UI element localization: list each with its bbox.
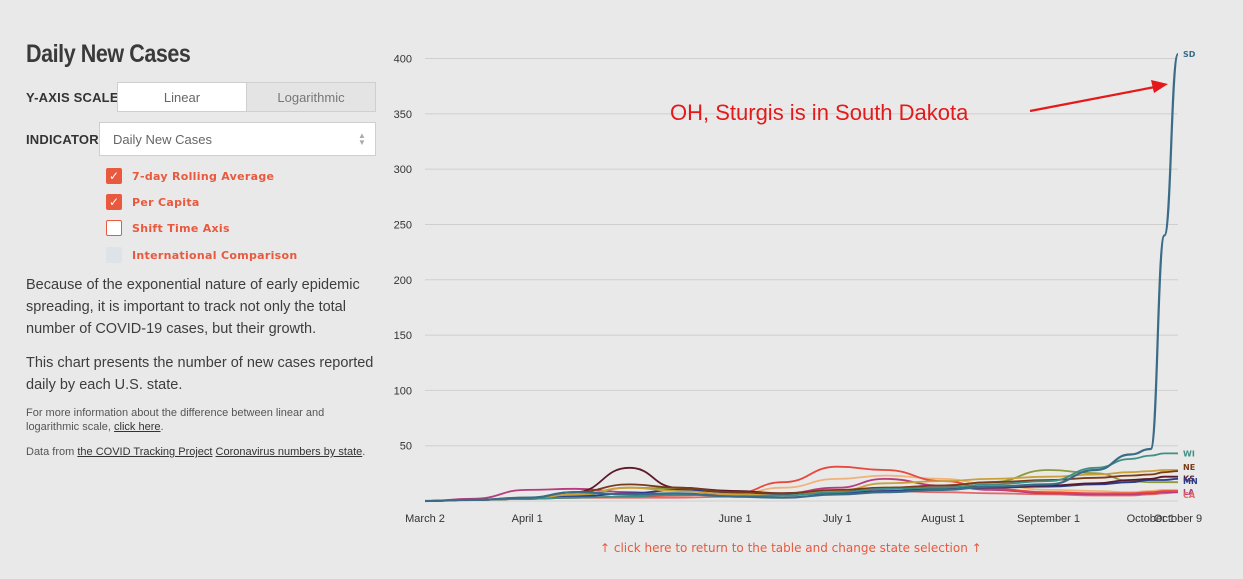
y-tick-label: 400 [394, 54, 412, 66]
series-line-nd [424, 469, 1178, 502]
series-end-label-wi: WI [1183, 449, 1195, 458]
covid-tracking-link[interactable]: the COVID Tracking Project [77, 446, 213, 458]
checkbox-disabled-icon [106, 247, 122, 263]
y-tick-label: 200 [394, 275, 412, 287]
x-tick-label: September 1 [1017, 513, 1080, 525]
international-comparison-checkbox-row: International Comparison [106, 246, 297, 264]
description-paragraph-1: Because of the exponential nature of ear… [26, 277, 360, 337]
series-end-label-la: LA [1183, 488, 1195, 497]
y-tick-label: 250 [394, 219, 412, 231]
return-to-table-link[interactable]: ↑ click here to return to the table and … [600, 541, 982, 555]
checkbox-unchecked-icon[interactable] [106, 220, 122, 236]
x-tick-label: October 1 [1127, 513, 1175, 525]
shift-time-axis-checkbox-row[interactable]: Shift Time Axis [106, 219, 230, 237]
annotation-arrow-line [1029, 85, 1156, 113]
shift-time-axis-label: Shift Time Axis [132, 221, 230, 235]
checkbox-checked-icon[interactable]: ✓ [106, 194, 122, 210]
y-tick-label: 100 [394, 385, 412, 397]
x-tick-label: April 1 [512, 513, 543, 525]
x-tick-label: March 2 [405, 513, 445, 525]
series-end-label-ks: KS [1183, 475, 1195, 484]
chart-container: 50 100 150 200 250 300 350 400 March 2 April 1 May… [385, 0, 1243, 579]
y-tick-label: 350 [394, 109, 412, 121]
data-source-prefix: Data from [26, 446, 75, 458]
international-comparison-label: International Comparison [132, 248, 298, 262]
scale-info-link[interactable]: click here [114, 421, 161, 433]
series-end-label-ca: CA [1183, 491, 1196, 500]
line-chart: 50 100 150 200 250 300 350 400 March 2 April 1 May… [394, 50, 1203, 525]
per-capita-checkbox-row[interactable]: ✓ Per Capita [106, 193, 200, 211]
series-line-la [424, 477, 1178, 502]
indicator-label: INDICATOR [26, 132, 99, 147]
rolling-average-checkbox-row[interactable]: ✓ 7-day Rolling Average [106, 167, 274, 185]
select-arrows-icon: ▲ ▼ [358, 131, 366, 147]
description-paragraph-2: This chart presents the number of new ca… [26, 355, 374, 393]
x-tick-label: May 1 [614, 513, 644, 525]
scale-info-note: For more information about the differenc… [26, 407, 325, 433]
series-end-label-sd: SD [1183, 50, 1196, 59]
scale-info-text: For more information about the differenc… [26, 407, 325, 433]
indicator-select[interactable]: Daily New Cases ▲ ▼ [99, 122, 376, 156]
series-end-label-ne: NE [1183, 463, 1195, 472]
data-source-note: Data from the COVID Tracking Project Cor… [26, 446, 366, 458]
annotation-arrowhead-icon [1151, 80, 1168, 93]
series-line-wi [424, 452, 1178, 502]
y-tick-label: 300 [394, 164, 412, 176]
annotation-text: OH, Sturgis is in South Dakota [670, 100, 969, 125]
rolling-average-label: 7-day Rolling Average [132, 169, 275, 183]
logarithmic-scale-button[interactable]: Logarithmic [247, 83, 375, 111]
checkbox-checked-icon[interactable]: ✓ [106, 168, 122, 184]
y-axis-scale-label: Y-AXIS SCALE [26, 90, 119, 105]
x-tick-label: August 1 [921, 513, 964, 525]
indicator-select-value: Daily New Cases [113, 131, 212, 147]
series-end-label-mn: MN [1183, 477, 1198, 486]
x-tick-label: October 9 [1154, 513, 1202, 525]
y-axis-scale-toggle: Linear Logarithmic [117, 82, 376, 112]
per-capita-label: Per Capita [132, 195, 200, 209]
series-line-mn [424, 478, 1179, 502]
x-tick-label: June 1 [719, 513, 752, 525]
series-line-sd [424, 53, 1180, 503]
x-tick-label: July 1 [823, 513, 852, 525]
linear-scale-button[interactable]: Linear [118, 83, 247, 111]
y-tick-label: 150 [394, 330, 412, 342]
state-numbers-link[interactable]: Coronavirus numbers by state [215, 446, 363, 458]
y-tick-label: 50 [400, 441, 412, 453]
page-title: Daily New Cases [26, 40, 191, 68]
